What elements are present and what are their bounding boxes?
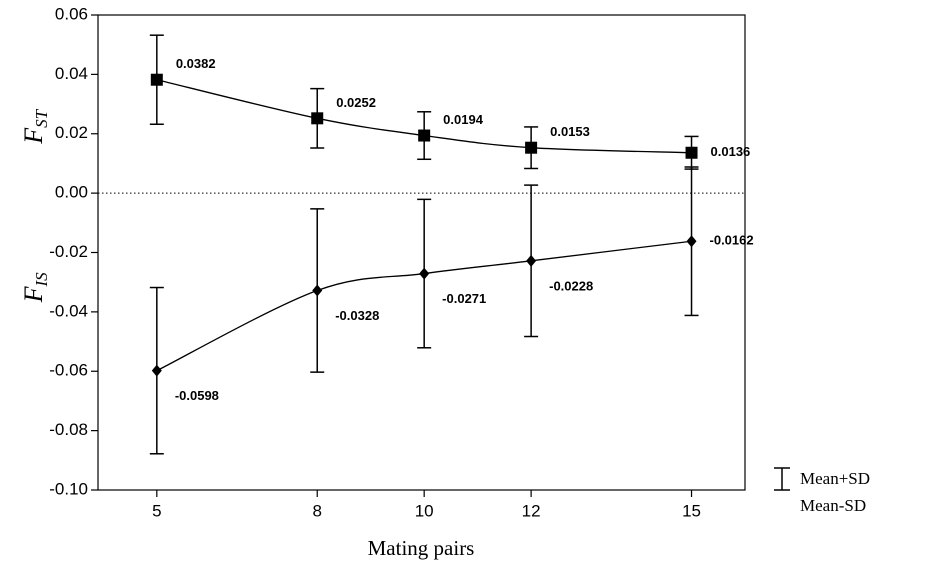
y-tick-label: -0.10 xyxy=(49,479,88,498)
data-label: 0.0194 xyxy=(443,112,484,127)
legend-label: Mean-SD xyxy=(800,496,866,515)
marker xyxy=(525,141,538,154)
x-tick-label: 10 xyxy=(415,501,434,520)
y-tick-label: -0.04 xyxy=(49,301,88,320)
plot-frame xyxy=(97,14,746,491)
series-label-main: F xyxy=(19,285,48,303)
data-label: 0.0252 xyxy=(336,95,376,110)
marker xyxy=(150,73,163,86)
marker xyxy=(312,284,323,297)
data-label: -0.0271 xyxy=(442,291,486,306)
data-label: 0.0153 xyxy=(550,124,590,139)
data-label: -0.0328 xyxy=(335,308,379,323)
series-label-sub: ST xyxy=(32,108,51,128)
legend: Mean+SD Mean-SD xyxy=(774,467,870,515)
data-label: -0.0162 xyxy=(710,233,754,248)
x-tick-label: 8 xyxy=(312,501,321,520)
data-label: -0.0598 xyxy=(175,388,219,403)
data-label: -0.0228 xyxy=(549,278,593,293)
x-axis-label: Mating pairs xyxy=(368,536,475,560)
legend-label: Mean+SD xyxy=(800,469,870,488)
series-label-sub: IS xyxy=(32,272,51,288)
series-label: FST xyxy=(19,108,51,144)
marker xyxy=(151,364,162,377)
x-tick-label: 12 xyxy=(522,501,541,520)
y-tick-label: 0.06 xyxy=(55,4,88,23)
series-label-main: F xyxy=(19,127,48,145)
y-tick-label: 0.02 xyxy=(55,123,88,142)
marker xyxy=(686,235,697,248)
marker xyxy=(311,112,324,125)
y-tick-label: -0.02 xyxy=(49,242,88,261)
marker xyxy=(685,146,698,159)
marker xyxy=(526,254,537,267)
series-label: FIS xyxy=(19,272,51,304)
y-tick-label: 0.04 xyxy=(55,64,88,83)
marker xyxy=(419,267,430,280)
data-label: 0.0136 xyxy=(711,144,751,159)
y-tick-label: -0.06 xyxy=(49,361,88,380)
x-tick-label: 5 xyxy=(152,501,161,520)
data-label: 0.0382 xyxy=(176,56,216,71)
y-tick-label: -0.08 xyxy=(49,420,88,439)
y-tick-label: 0.00 xyxy=(55,183,88,202)
x-tick-label: 15 xyxy=(682,501,701,520)
marker xyxy=(418,129,431,142)
